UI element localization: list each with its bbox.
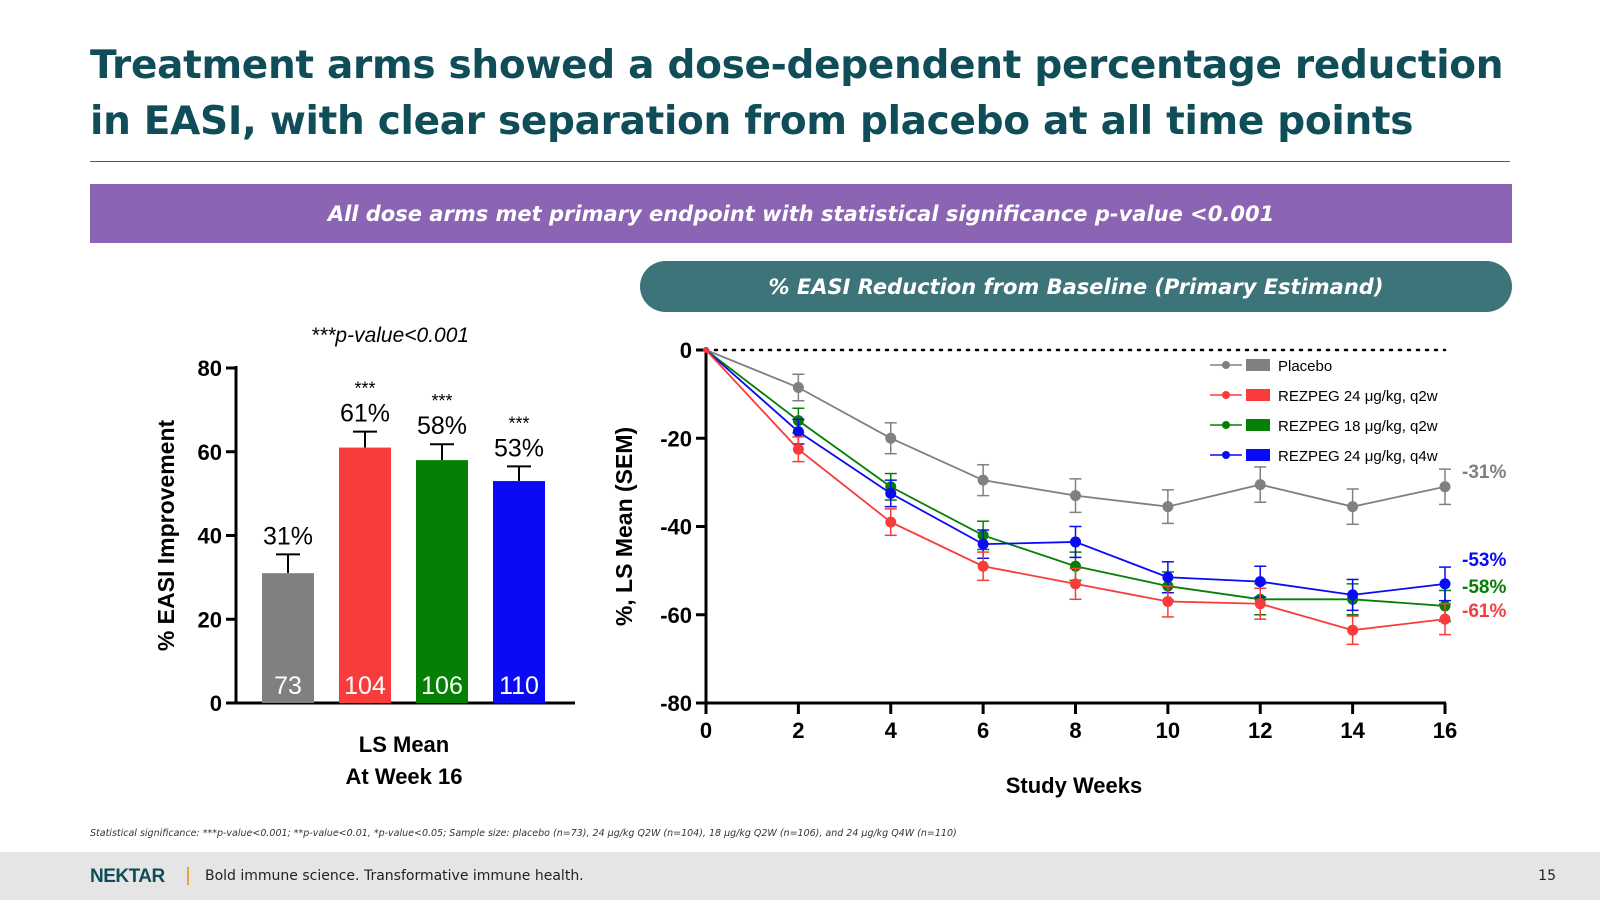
line-x-tick-label: 10 [1156, 718, 1180, 743]
legend-label: REZPEG 24 μg/kg, q4w [1278, 448, 1438, 465]
bar [339, 447, 391, 703]
line-y-tick-label: -80 [660, 691, 692, 716]
legend-marker [1222, 361, 1230, 369]
series-point [1347, 589, 1359, 601]
series-point [1070, 536, 1081, 548]
bar-y-tick-label: 0 [210, 691, 222, 716]
legend-marker [1222, 451, 1230, 459]
page-title: Treatment arms showed a dose-dependent p… [90, 43, 1504, 144]
bar [493, 481, 545, 703]
series-point [1439, 578, 1451, 590]
bar-x-axis-label: At Week 16 [346, 764, 463, 789]
footnote: Statistical significance: ***p-value<0.0… [90, 828, 957, 839]
line-y-tick-label: -20 [660, 426, 692, 451]
bar-y-tick-label: 80 [198, 356, 222, 381]
bar-significance-stars: *** [431, 391, 452, 411]
bar-value-label: 61% [340, 400, 390, 428]
bar [262, 573, 314, 703]
line-chart-header-pill: % EASI Reduction from Baseline (Primary … [640, 261, 1512, 312]
footer-tagline: Bold immune science. Transformative immu… [205, 868, 584, 884]
line-x-tick-label: 0 [700, 718, 712, 743]
series-point [1254, 576, 1266, 588]
series-end-label: -58% [1462, 577, 1506, 598]
series-point [977, 538, 989, 550]
line-x-tick-label: 4 [885, 718, 898, 743]
line-y-tick-label: -40 [660, 515, 692, 540]
nektar-logo: NEKTAR [90, 866, 165, 887]
bar-y-tick-label: 20 [198, 607, 222, 632]
line-y-tick-label: -60 [660, 603, 692, 628]
series-0 [703, 347, 1451, 526]
line-y-tick-label: 0 [680, 338, 692, 363]
bar-sample-size: 110 [499, 672, 539, 700]
series-point [977, 474, 989, 486]
series-point [1254, 479, 1266, 491]
footer-bar: NEKTAR Bold immune science. Transformati… [0, 852, 1600, 900]
bar-y-axis-label: % EASI Improvement [153, 419, 179, 651]
series-point [977, 560, 989, 572]
series-point [1439, 613, 1451, 625]
series-point [1162, 501, 1174, 513]
line-x-tick-label: 2 [792, 718, 804, 743]
series-point [885, 516, 897, 528]
series-point [1070, 578, 1081, 590]
series-point [1162, 596, 1174, 608]
series-point [1254, 598, 1266, 610]
bar-significance-stars: *** [354, 379, 375, 399]
series-point [1162, 571, 1174, 583]
bar-sample-size: 73 [274, 672, 302, 700]
legend-swatch [1246, 389, 1270, 401]
page-number: 15 [1538, 868, 1556, 884]
legend-label: REZPEG 24 μg/kg, q2w [1278, 388, 1438, 405]
line-x-tick-label: 12 [1248, 718, 1272, 743]
line-x-tick-label: 8 [1069, 718, 1081, 743]
line-x-tick-label: 6 [977, 718, 989, 743]
title-divider [90, 161, 1510, 162]
bar-value-label: 31% [263, 522, 313, 550]
legend-swatch [1246, 419, 1270, 431]
series-point [1347, 624, 1359, 636]
legend-swatch [1246, 359, 1270, 371]
bar-x-axis-label: LS Mean [359, 732, 449, 757]
legend-label: REZPEG 18 μg/kg, q2w [1278, 418, 1438, 435]
line-x-tick-label: 14 [1340, 718, 1365, 743]
series-point [885, 487, 897, 499]
legend-swatch [1246, 449, 1270, 461]
series-point [1070, 490, 1081, 502]
series-point [792, 382, 804, 394]
legend-marker [1222, 391, 1230, 399]
line-x-tick-label: 16 [1433, 718, 1457, 743]
series-end-label: -61% [1462, 601, 1506, 622]
line-y-axis-label: %, LS Mean (SEM) [611, 427, 637, 626]
bar-sample-size: 106 [421, 672, 463, 700]
series-point [1439, 481, 1451, 493]
series-point [885, 432, 897, 444]
bar-y-tick-label: 40 [198, 524, 222, 549]
footer-separator [187, 867, 189, 885]
bar-y-tick-label: 60 [198, 440, 222, 465]
bar-sample-size: 104 [344, 672, 386, 700]
primary-endpoint-banner: All dose arms met primary endpoint with … [90, 184, 1512, 243]
bar-significance-stars: *** [508, 413, 529, 433]
line-chart: 0 -20 -40 -60 -80 0 2 4 6 8 10 12 14 16 %, LS Mean (SE… [611, 338, 1506, 798]
series-end-label: -53% [1462, 550, 1506, 571]
series-point [1347, 501, 1359, 513]
significance-note: ***p-value<0.001 [311, 324, 469, 347]
bar-value-label: 58% [417, 412, 467, 440]
bar [416, 460, 468, 703]
bar-value-label: 53% [494, 434, 544, 462]
series-point [792, 426, 804, 438]
series-point [792, 443, 804, 455]
bar-chart: 0 20 40 60 80 % EASI Improvement ***p-value<0.… [153, 324, 575, 789]
legend-label: Placebo [1278, 358, 1332, 375]
line-x-axis-label: Study Weeks [1006, 773, 1143, 798]
series-point [703, 347, 709, 353]
legend-marker [1222, 421, 1230, 429]
series-end-label: -31% [1462, 462, 1506, 483]
series-1 [703, 347, 1451, 646]
